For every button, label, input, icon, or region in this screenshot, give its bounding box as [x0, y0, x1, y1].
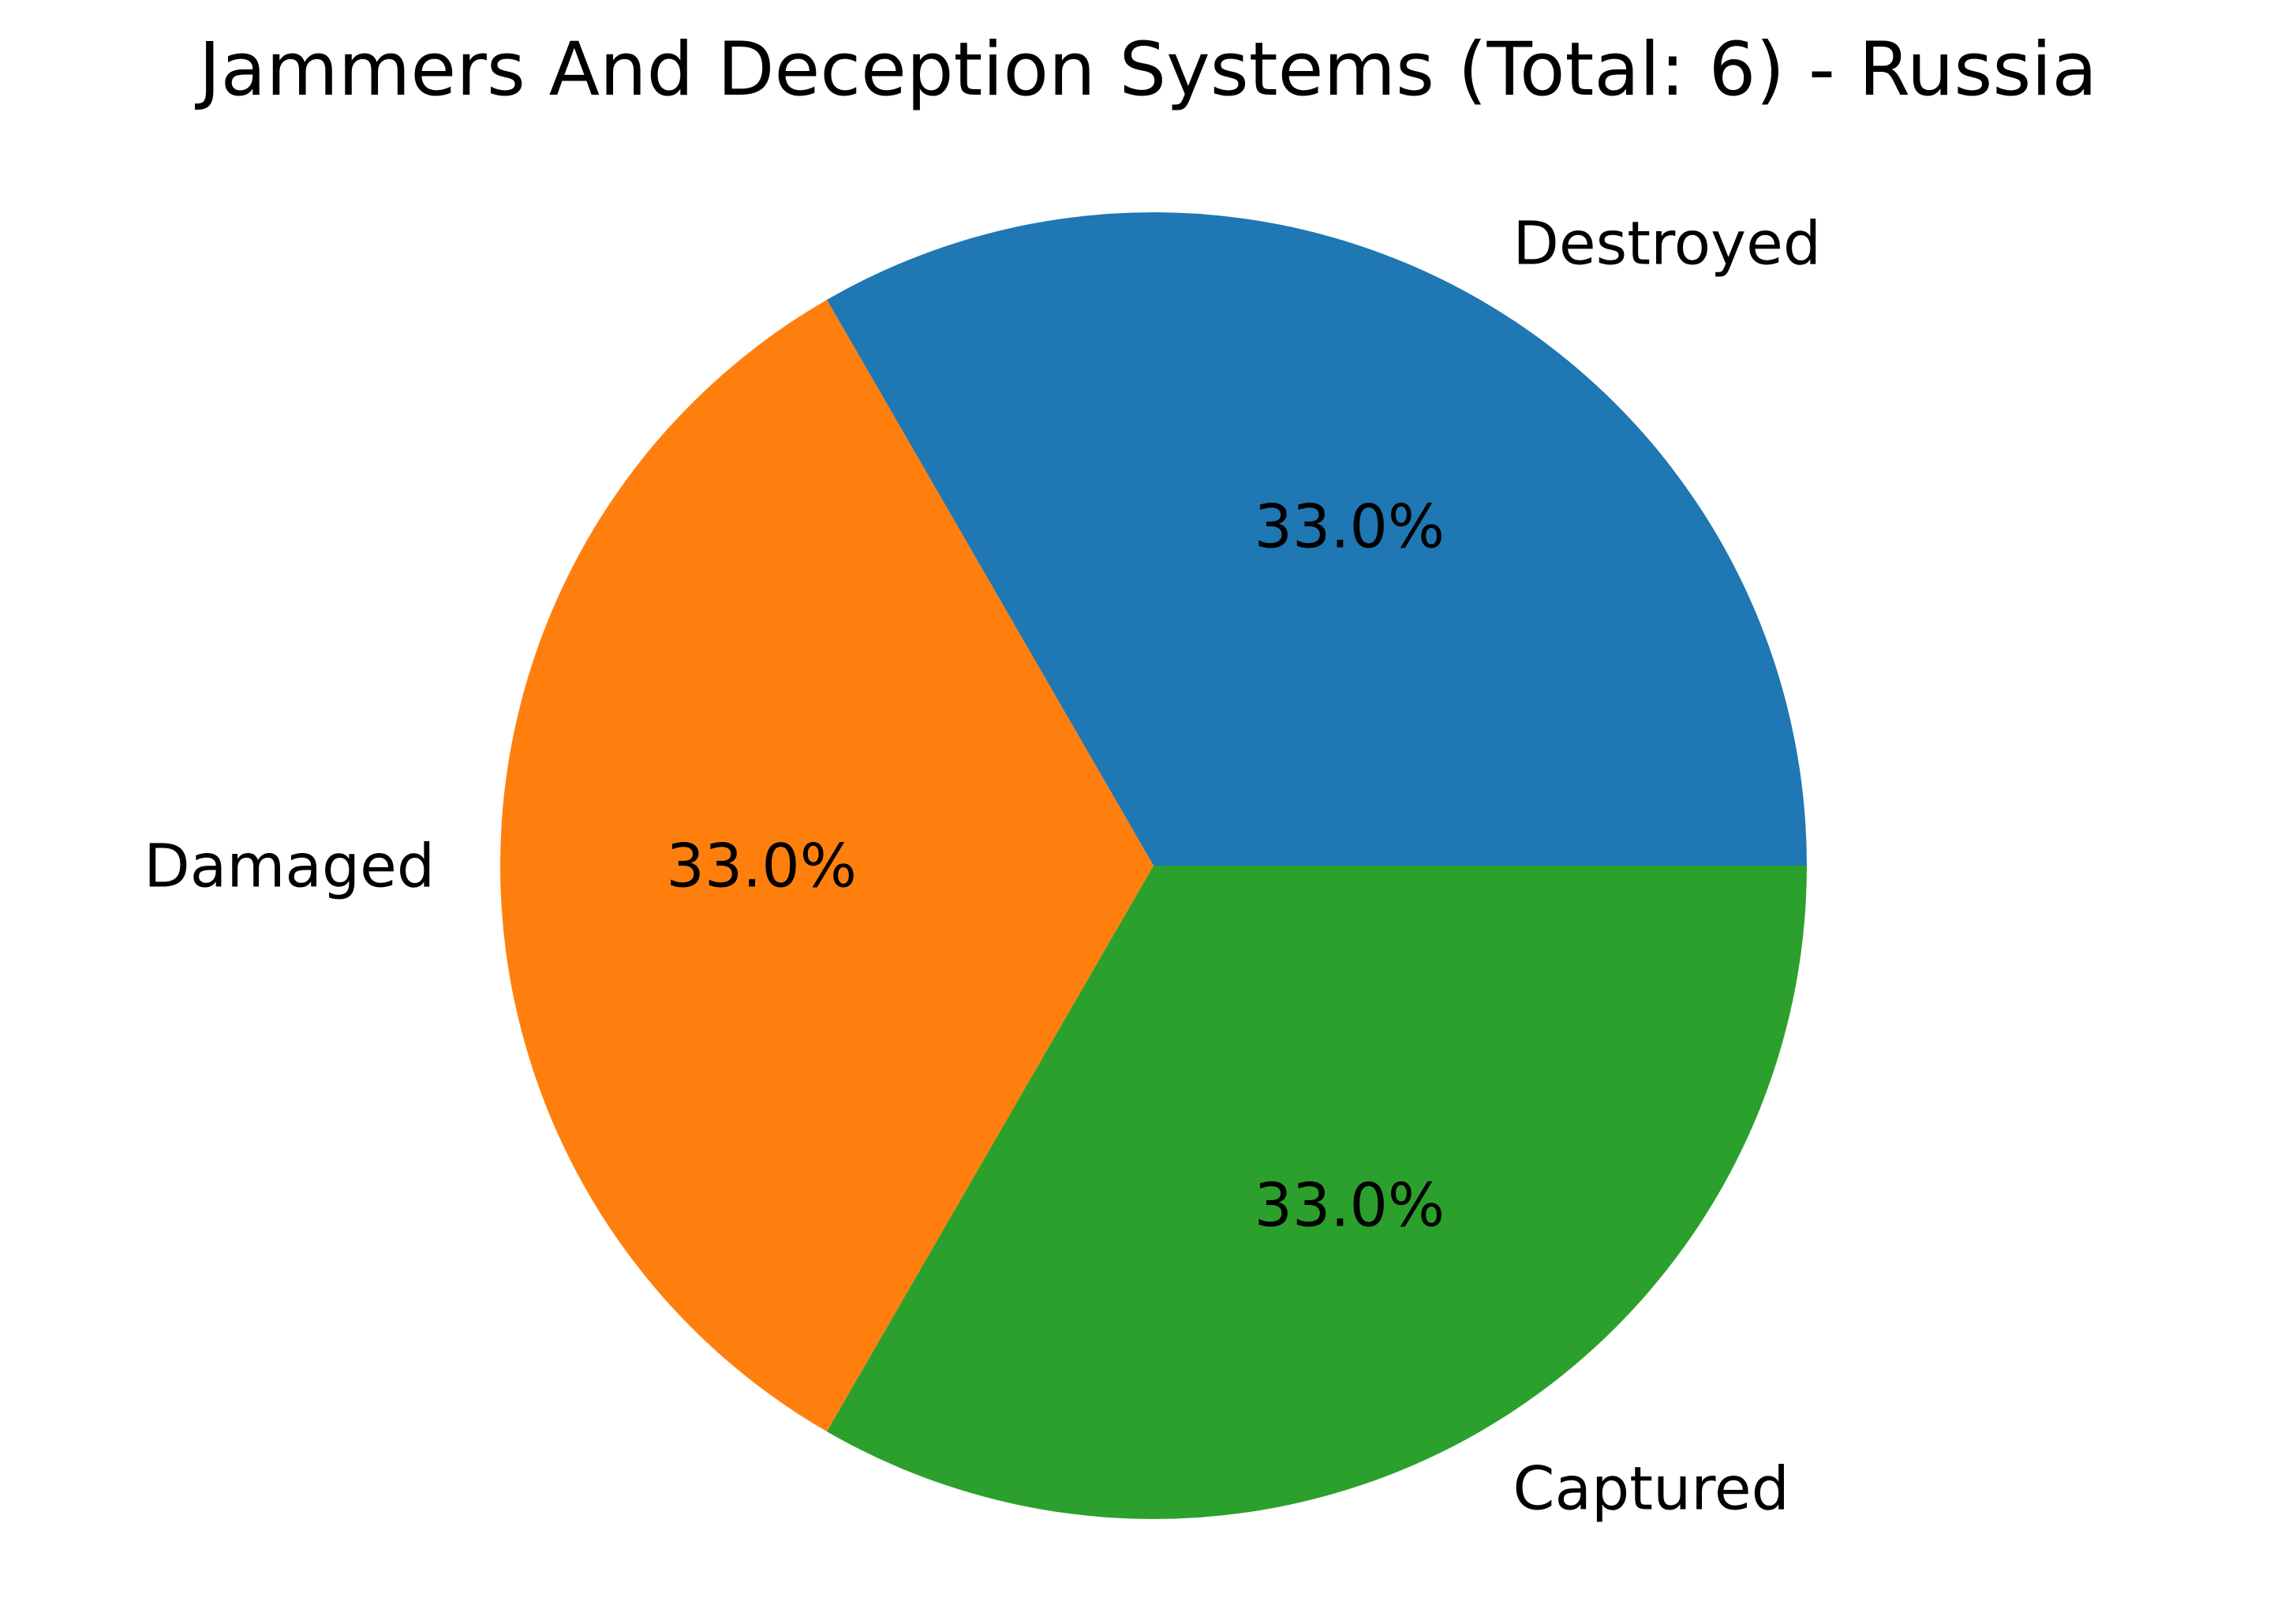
slice-label-captured: Captured	[1513, 1453, 1789, 1523]
pie-slice-captured	[827, 866, 1807, 1519]
pct-label-destroyed: 33.0%	[1255, 491, 1445, 561]
pct-label-captured: 33.0%	[1255, 1170, 1445, 1240]
pie-slice-destroyed	[827, 212, 1807, 866]
slice-label-damaged: Damaged	[144, 831, 435, 901]
pie-slice-damaged	[500, 299, 1154, 1432]
slice-label-destroyed: Destroyed	[1513, 208, 1821, 279]
chart-title: Jammers And Deception Systems (Total: 6)…	[198, 27, 2098, 113]
pct-label-damaged: 33.0%	[666, 831, 856, 901]
